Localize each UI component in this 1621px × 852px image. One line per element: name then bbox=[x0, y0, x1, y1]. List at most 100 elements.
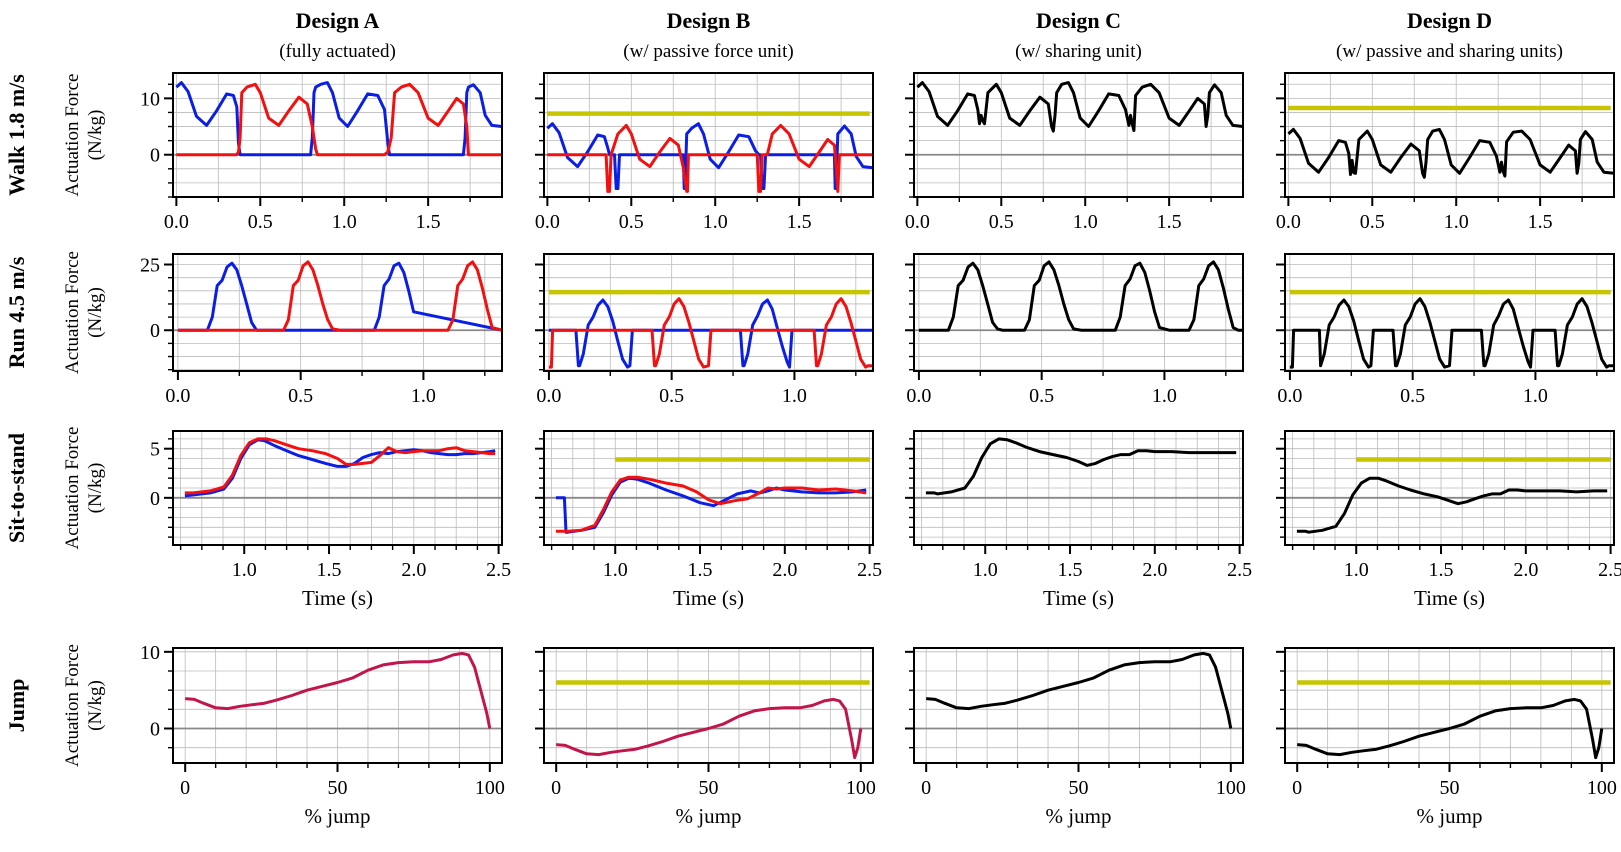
design-subtitle: (fully actuated) bbox=[279, 41, 396, 62]
panel: 1.0 1.5 2.0 2.5 Time (s) bbox=[1276, 430, 1621, 610]
ticks bbox=[905, 263, 1227, 380]
x-tick-label: 2.0 bbox=[1142, 559, 1167, 581]
x-tick-label: 0.0 bbox=[535, 211, 560, 233]
x-tick-label: 1.5 bbox=[1058, 559, 1083, 581]
panel-frame bbox=[913, 253, 1244, 372]
x-tick-label: 100 bbox=[846, 777, 876, 799]
x-tick-label: 0.5 bbox=[1029, 385, 1054, 407]
x-axis-label: Time (s) bbox=[673, 586, 744, 610]
panel-frame bbox=[1284, 72, 1615, 198]
x-axis-label: Time (s) bbox=[1043, 586, 1114, 610]
series-line-red bbox=[547, 123, 873, 193]
panel-frame bbox=[543, 72, 874, 198]
ticks bbox=[905, 438, 1241, 554]
x-tick-label: 0 bbox=[551, 777, 561, 799]
ticks bbox=[164, 438, 500, 554]
ticks bbox=[1276, 263, 1598, 380]
y-tick-label: 0 bbox=[150, 488, 160, 510]
design-title: Design B bbox=[667, 8, 751, 33]
series-line-red bbox=[176, 82, 502, 157]
x-axis-label: % jump bbox=[1417, 804, 1483, 828]
panel: 0 5 1.0 1.5 2.0 2.5 Time (s) bbox=[150, 430, 511, 610]
y-tick-label: 25 bbox=[140, 255, 160, 277]
x-tick-label: 0.0 bbox=[1277, 385, 1302, 407]
x-tick-label: 0.5 bbox=[619, 211, 644, 233]
ticks bbox=[535, 83, 842, 206]
y-axis-label: Actuation Force bbox=[62, 644, 83, 767]
x-tick-label: 1.0 bbox=[1444, 211, 1469, 233]
x-tick-label: 0.5 bbox=[1400, 385, 1425, 407]
x-tick-label: 1.0 bbox=[1073, 211, 1098, 233]
grid bbox=[173, 73, 502, 198]
series-line-black bbox=[1289, 297, 1614, 369]
x-tick-label: 0 bbox=[1292, 777, 1302, 799]
x-tick-label: 0.5 bbox=[659, 385, 684, 407]
x-tick-label: 0.0 bbox=[165, 385, 190, 407]
series-line-black bbox=[918, 260, 1243, 332]
y-tick-label: 10 bbox=[140, 642, 160, 664]
y-axis-unit: (N/kg) bbox=[85, 110, 106, 161]
x-tick-label: 2.0 bbox=[401, 559, 426, 581]
series-line-red bbox=[548, 297, 873, 369]
panel: 0 50 100 % jump bbox=[535, 647, 876, 828]
series-line-blue bbox=[546, 122, 873, 190]
panel: 0 50 100 % jump bbox=[1276, 647, 1617, 828]
grid bbox=[1285, 73, 1614, 198]
y-axis-unit: (N/kg) bbox=[85, 680, 106, 731]
x-tick-label: 1.0 bbox=[603, 559, 628, 581]
x-tick-label: 1.5 bbox=[317, 559, 342, 581]
x-tick-label: 1.0 bbox=[1344, 559, 1369, 581]
x-tick-label: 0 bbox=[180, 777, 190, 799]
x-tick-label: 0.0 bbox=[536, 385, 561, 407]
x-tick-label: 1.0 bbox=[232, 559, 257, 581]
series-line-blue bbox=[175, 81, 502, 157]
design-subtitle: (w/ sharing unit) bbox=[1015, 41, 1142, 62]
y-axis-label: Actuation Force bbox=[62, 251, 83, 374]
series-line-red bbox=[555, 475, 867, 533]
x-tick-label: 1.5 bbox=[1157, 211, 1182, 233]
x-tick-label: 1.0 bbox=[332, 211, 357, 233]
y-axis-label: Actuation Force bbox=[62, 74, 83, 197]
ticks bbox=[1276, 650, 1603, 772]
x-tick-label: 100 bbox=[475, 777, 505, 799]
x-tick-label: 1.0 bbox=[411, 385, 436, 407]
x-tick-label: 0 bbox=[921, 777, 931, 799]
y-tick-label: 10 bbox=[140, 88, 160, 110]
panel: 1.0 1.5 2.0 2.5 Time (s) bbox=[905, 430, 1252, 610]
series-line-blue bbox=[555, 476, 867, 534]
panel: 0 10 0.0 0.5 1.0 1.5 bbox=[140, 72, 503, 233]
ticks bbox=[535, 263, 857, 380]
panel: 0.0 0.5 1.0 1.5 bbox=[1276, 72, 1615, 233]
series-line-purple bbox=[556, 697, 863, 760]
x-tick-label: 1.0 bbox=[1523, 385, 1548, 407]
x-tick-label: 100 bbox=[1216, 777, 1246, 799]
x-tick-label: 100 bbox=[1587, 777, 1617, 799]
panel: 0.0 0.5 1.0 bbox=[905, 253, 1244, 407]
x-tick-label: 1.5 bbox=[1528, 211, 1553, 233]
x-tick-label: 0.0 bbox=[906, 385, 931, 407]
panel: 0.0 0.5 1.0 1.5 bbox=[905, 72, 1244, 233]
x-axis-label: % jump bbox=[676, 804, 742, 828]
x-tick-label: 1.5 bbox=[787, 211, 812, 233]
x-tick-label: 50 bbox=[328, 777, 348, 799]
grid bbox=[914, 73, 1243, 198]
ticks bbox=[905, 83, 1212, 206]
x-tick-label: 1.0 bbox=[703, 211, 728, 233]
design-subtitle: (w/ passive and sharing units) bbox=[1336, 41, 1563, 62]
x-tick-label: 2.0 bbox=[772, 559, 797, 581]
x-axis-label: Time (s) bbox=[302, 586, 373, 610]
series-line-black bbox=[1296, 476, 1608, 534]
series-line-purple bbox=[185, 651, 492, 729]
y-tick-label: 0 bbox=[150, 320, 160, 342]
grid bbox=[914, 648, 1243, 763]
ticks bbox=[164, 263, 486, 380]
panel-frame bbox=[543, 253, 874, 372]
panel: 0 50 100 % jump bbox=[905, 647, 1246, 828]
task-label: Walk 1.8 m/s bbox=[4, 74, 29, 196]
x-tick-label: 1.0 bbox=[973, 559, 998, 581]
x-tick-label: 1.5 bbox=[688, 559, 713, 581]
ticks bbox=[1276, 438, 1612, 554]
grid bbox=[544, 73, 873, 198]
